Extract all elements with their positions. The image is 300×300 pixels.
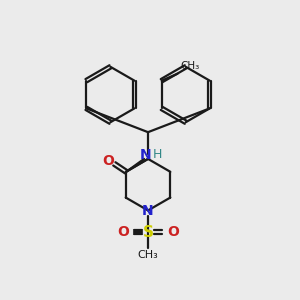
Text: CH₃: CH₃: [138, 250, 158, 260]
Text: CH₃: CH₃: [181, 61, 200, 71]
Text: S: S: [142, 225, 154, 240]
Text: N: N: [142, 204, 154, 218]
Text: N: N: [140, 148, 152, 162]
Text: O: O: [117, 225, 129, 239]
Text: O: O: [103, 154, 114, 168]
Text: O: O: [167, 225, 179, 239]
Text: H: H: [153, 148, 163, 161]
